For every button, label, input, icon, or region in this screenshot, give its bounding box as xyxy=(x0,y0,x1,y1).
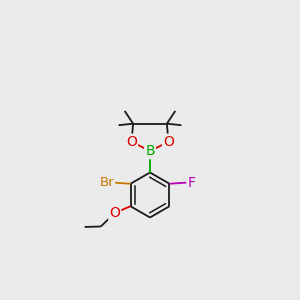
Text: B: B xyxy=(145,144,155,158)
Text: O: O xyxy=(126,135,137,149)
Text: Br: Br xyxy=(100,176,114,189)
Text: O: O xyxy=(163,135,174,149)
Text: F: F xyxy=(188,176,196,190)
Text: O: O xyxy=(109,206,120,220)
